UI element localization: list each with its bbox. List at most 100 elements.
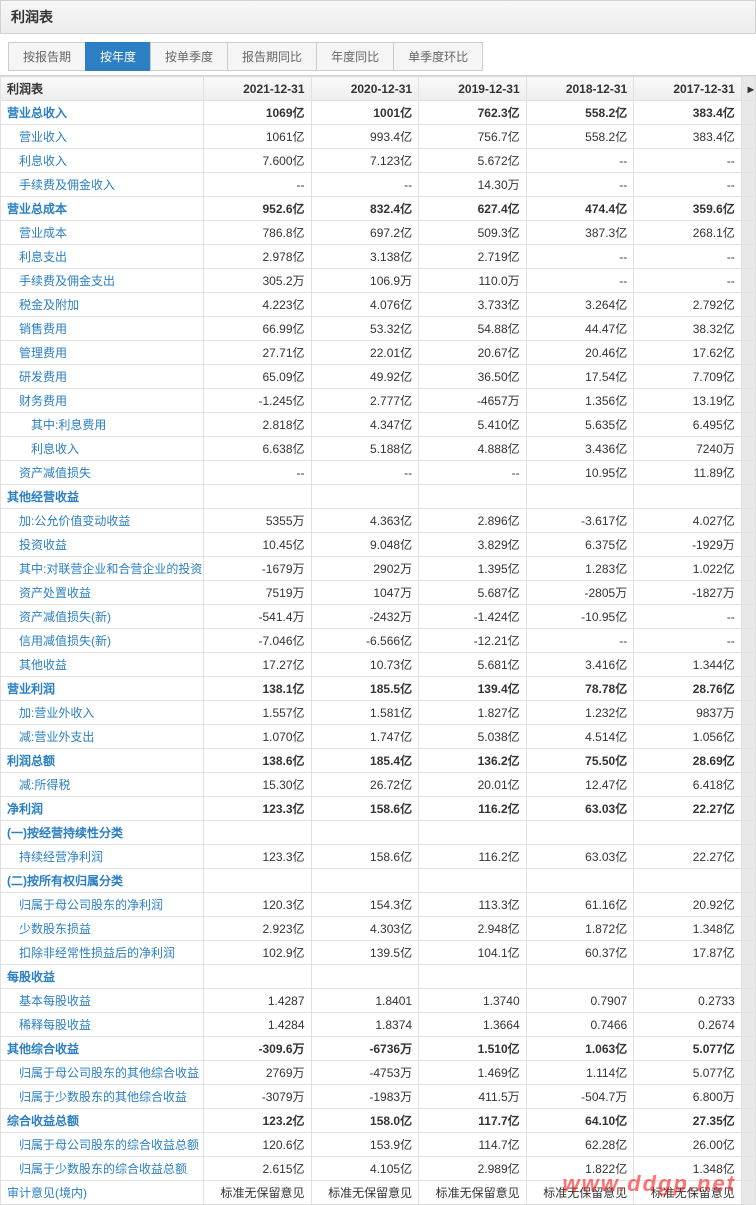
cell: -- [311,173,419,197]
table-row: 加:营业外收入1.557亿1.581亿1.827亿1.232亿9837万 [1,701,756,725]
cell: -10.95亿 [526,605,634,629]
cell [203,869,311,893]
table-row: 营业收入1061亿993.4亿756.7亿558.2亿383.4亿 [1,125,756,149]
cell [634,485,742,509]
cell: -6736万 [311,1037,419,1061]
cell: 1.510亿 [419,1037,527,1061]
cell: 17.87亿 [634,941,742,965]
cell: 305.2万 [203,269,311,293]
table-row: 投资收益10.45亿9.048亿3.829亿6.375亿-1929万 [1,533,756,557]
cell: 383.4亿 [634,125,742,149]
cell: -4753万 [311,1061,419,1085]
table-row: 信用减值损失(新)-7.046亿-6.566亿-12.21亿---- [1,629,756,653]
row-label: 减:营业外支出 [1,725,204,749]
cell [526,869,634,893]
cell: 1.114亿 [526,1061,634,1085]
cell: 2.896亿 [419,509,527,533]
row-label: 管理费用 [1,341,204,365]
table-row: 归属于母公司股东的其他综合收益2769万-4753万1.469亿1.114亿5.… [1,1061,756,1085]
cell: 6.418亿 [634,773,742,797]
cell: 1.469亿 [419,1061,527,1085]
cell [419,965,527,989]
cell: 10.95亿 [526,461,634,485]
row-label: 净利润 [1,797,204,821]
cell: 5.038亿 [419,725,527,749]
table-row: 每股收益 [1,965,756,989]
cell [634,869,742,893]
cell: -- [526,629,634,653]
cell [634,821,742,845]
cell: 9.048亿 [311,533,419,557]
cell: 993.4亿 [311,125,419,149]
cell [419,485,527,509]
cell: 61.16亿 [526,893,634,917]
cell [419,821,527,845]
header-row: 利润表2021-12-312020-12-312019-12-312018-12… [1,77,756,101]
cell: 6.638亿 [203,437,311,461]
row-label: 其中:对联营企业和合营企业的投资收益 [1,557,204,581]
table-row: 其中:利息费用2.818亿4.347亿5.410亿5.635亿6.495亿 [1,413,756,437]
cell: 411.5万 [419,1085,527,1109]
cell: 66.99亿 [203,317,311,341]
row-label: 加:营业外收入 [1,701,204,725]
cell: 27.35亿 [634,1109,742,1133]
cell: -504.7万 [526,1085,634,1109]
cell: 1.557亿 [203,701,311,725]
cell: -1.424亿 [419,605,527,629]
tab-2[interactable]: 按单季度 [150,42,228,71]
table-row: 营业利润138.1亿185.5亿139.4亿78.78亿28.76亿 [1,677,756,701]
cell: 158.0亿 [311,1109,419,1133]
cell: 6.800万 [634,1085,742,1109]
cell: 7519万 [203,581,311,605]
row-label: 营业收入 [1,125,204,149]
cell: -- [526,173,634,197]
cell: 4.888亿 [419,437,527,461]
row-label: 持续经营净利润 [1,845,204,869]
row-label: 手续费及佣金支出 [1,269,204,293]
tab-3[interactable]: 报告期同比 [227,42,317,71]
cell: 12.47亿 [526,773,634,797]
cell: 1001亿 [311,101,419,125]
row-label: 稀释每股收益 [1,1013,204,1037]
table-row: 其他经营收益 [1,485,756,509]
cell: 5.077亿 [634,1037,742,1061]
table-row: 手续费及佣金支出305.2万106.9万110.0万---- [1,269,756,293]
row-label: 利息收入 [1,149,204,173]
scroll-indicator[interactable]: ▸ [741,77,755,101]
row-label: 每股收益 [1,965,204,989]
table-row: 其他综合收益-309.6万-6736万1.510亿1.063亿5.077亿 [1,1037,756,1061]
cell: 558.2亿 [526,125,634,149]
cell: 1.747亿 [311,725,419,749]
cell: 标准无保留意见 [203,1181,311,1205]
cell: 20.46亿 [526,341,634,365]
cell: 359.6亿 [634,197,742,221]
cell: 4.027亿 [634,509,742,533]
table-row: 财务费用-1.245亿2.777亿-4657万1.356亿13.19亿 [1,389,756,413]
cell: 1061亿 [203,125,311,149]
cell [203,965,311,989]
cell: 1.356亿 [526,389,634,413]
tab-0[interactable]: 按报告期 [8,42,86,71]
cell: 5.672亿 [419,149,527,173]
row-label: 信用减值损失(新) [1,629,204,653]
cell: 5355万 [203,509,311,533]
cell: 22.27亿 [634,797,742,821]
col-header: 2021-12-31 [203,77,311,101]
cell: 3.264亿 [526,293,634,317]
tab-4[interactable]: 年度同比 [316,42,394,71]
row-label: 归属于母公司股东的综合收益总额 [1,1133,204,1157]
cell: 4.347亿 [311,413,419,437]
col-header: 2017-12-31 [634,77,742,101]
cell: 2.777亿 [311,389,419,413]
cell: 75.50亿 [526,749,634,773]
cell: 158.6亿 [311,797,419,821]
cell: 1.056亿 [634,725,742,749]
cell: 63.03亿 [526,797,634,821]
table-row: 手续费及佣金收入----14.30万---- [1,173,756,197]
tab-5[interactable]: 单季度环比 [393,42,483,71]
cell: 1069亿 [203,101,311,125]
cell: -- [634,629,742,653]
cell: 2.923亿 [203,917,311,941]
tab-1[interactable]: 按年度 [85,42,151,71]
cell: 114.7亿 [419,1133,527,1157]
